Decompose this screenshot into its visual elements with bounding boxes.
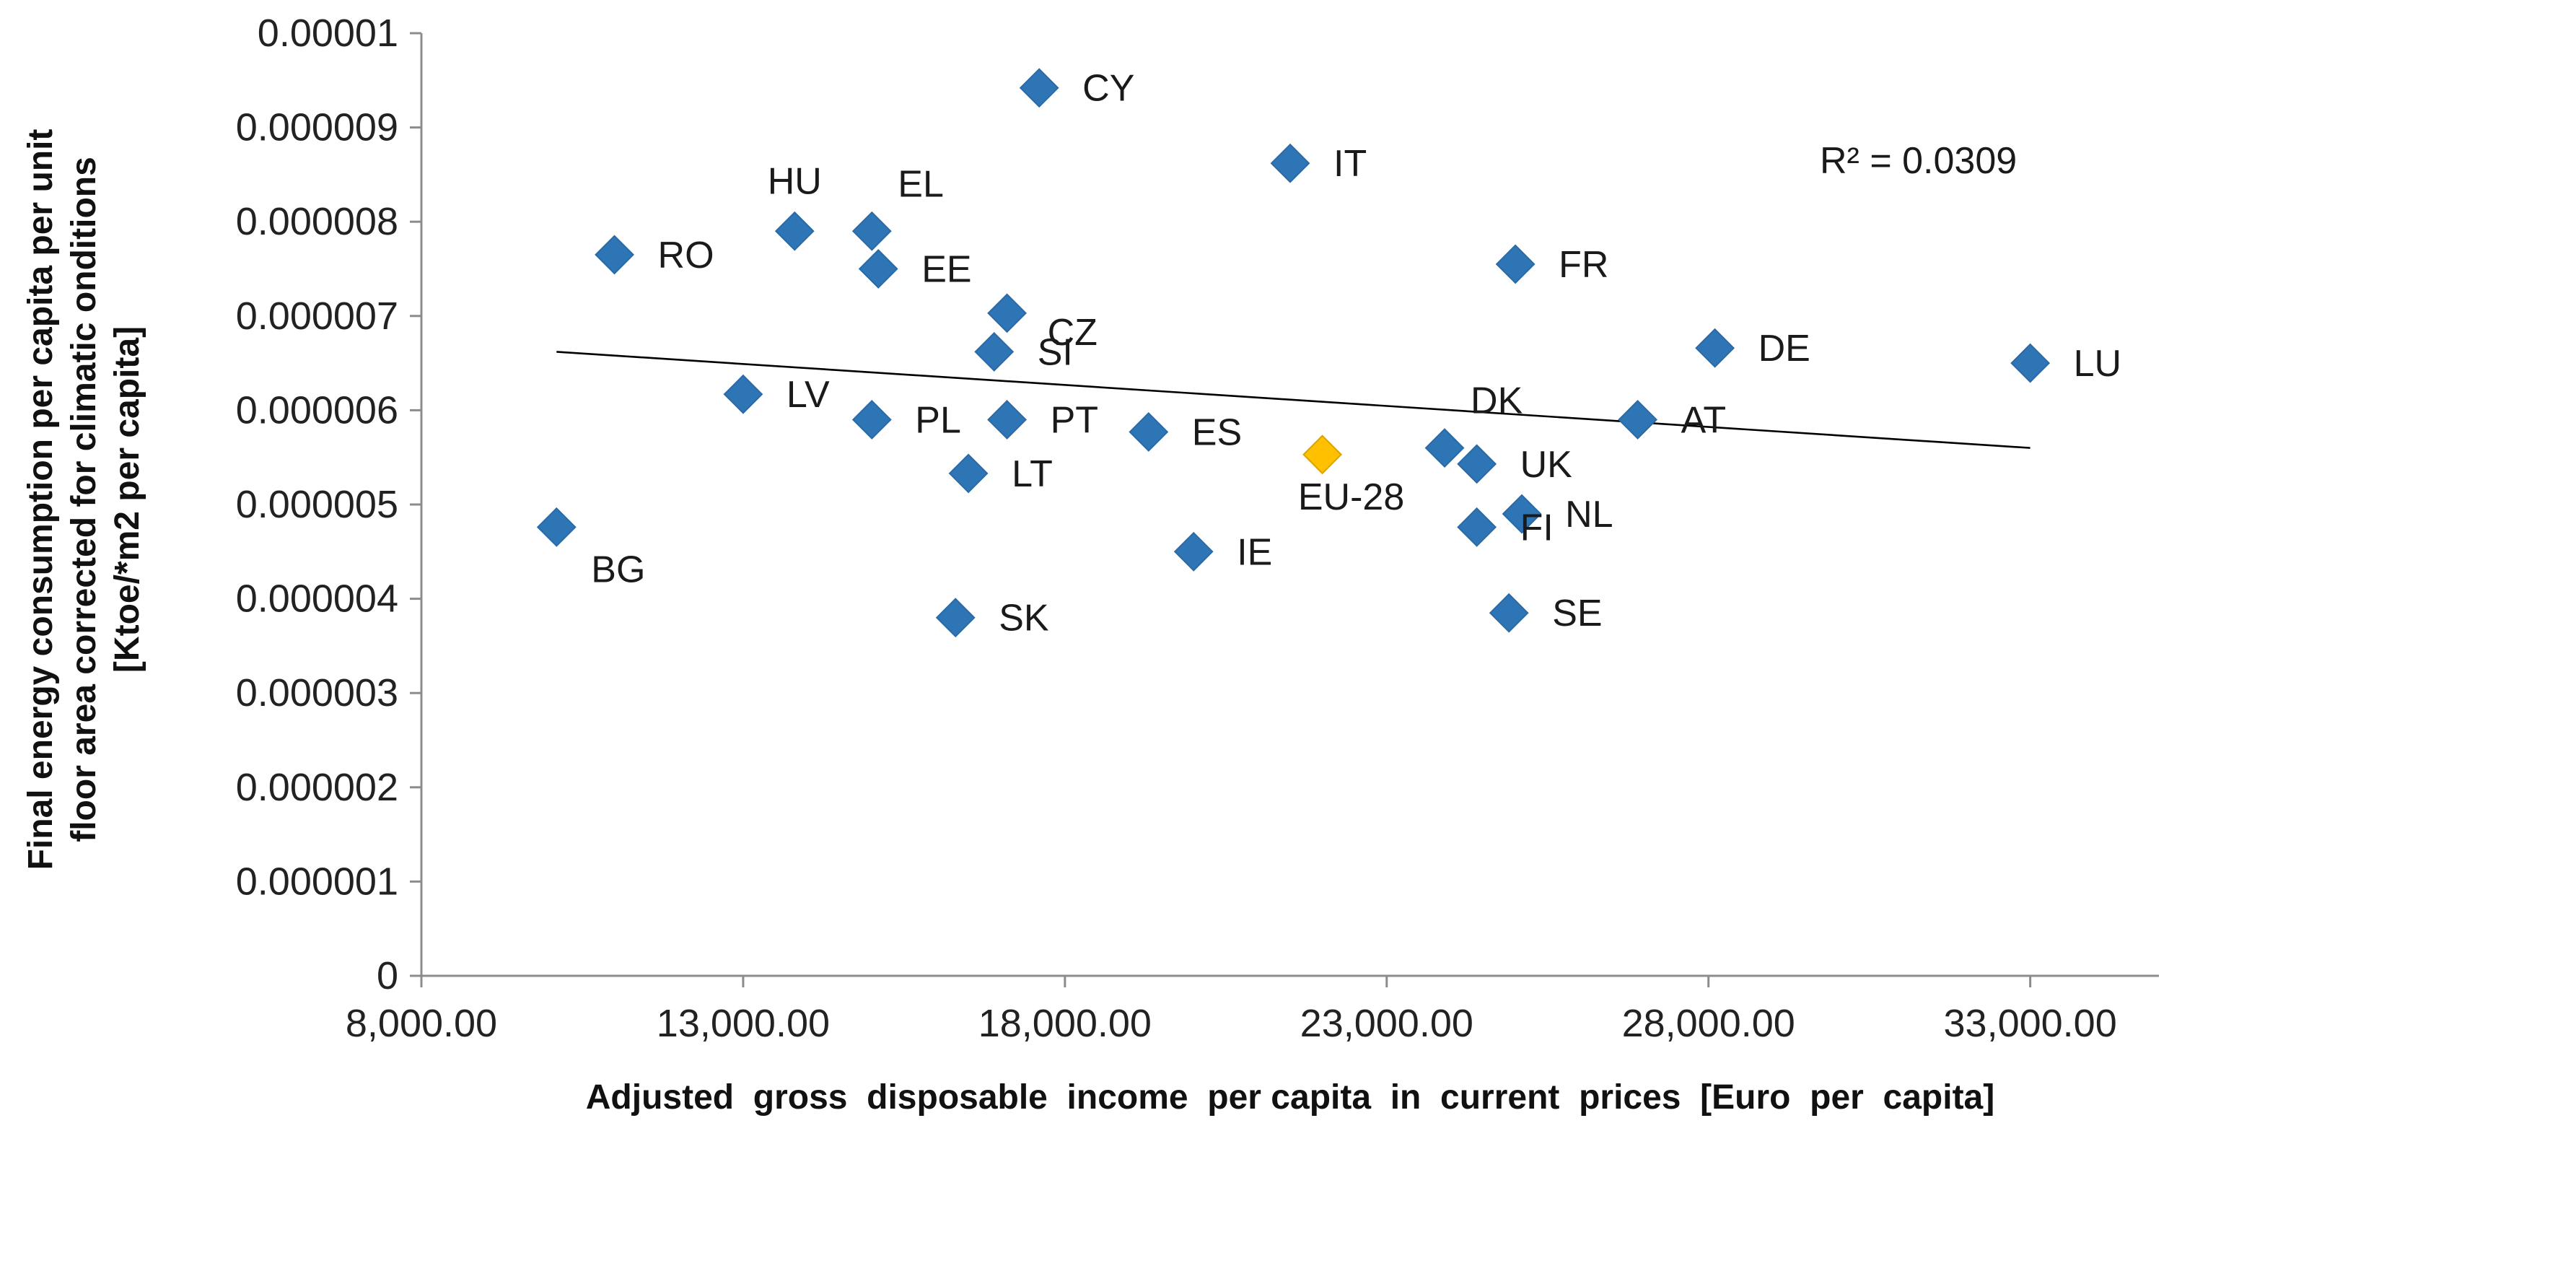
point-label-pt: PT [1051, 399, 1098, 441]
y-tick-label: 0.000008 [236, 200, 398, 243]
data-point-bg [536, 507, 577, 547]
trend-line [556, 351, 2030, 449]
y-tick-label: 0.000004 [236, 577, 398, 621]
data-point-pt [987, 400, 1028, 440]
point-label-fi: FI [1520, 507, 1554, 549]
point-label-ee: EE [921, 249, 971, 291]
point-label-dk: DK [1471, 380, 1523, 422]
data-points [536, 68, 2051, 638]
point-label-de: DE [1758, 328, 1810, 370]
point-label-si: SI [1038, 331, 1073, 373]
data-point-it [1270, 143, 1310, 183]
x-tick-label: 8,000.00 [346, 1002, 497, 1045]
y-tick-label: 0.000007 [236, 294, 398, 338]
point-label-eu-28: EU-28 [1298, 476, 1404, 518]
data-point-fr [1495, 244, 1535, 284]
point-label-es: ES [1192, 411, 1242, 453]
point-label-uk: UK [1520, 444, 1573, 486]
data-point-at [1618, 400, 1658, 440]
y-axis-title: Final energy consumption per capita per … [22, 129, 146, 870]
y-tick-label: 0.000006 [236, 388, 398, 432]
point-label-lv: LV [787, 374, 830, 416]
data-point-dk [1424, 428, 1465, 468]
data-point-si [974, 332, 1015, 372]
point-label-at: AT [1681, 399, 1727, 441]
x-axis-title: Adjusted gross disposable income per cap… [586, 1078, 1994, 1117]
data-point-lt [948, 453, 989, 494]
point-label-bg: BG [591, 549, 645, 590]
point-label-it: IT [1333, 143, 1367, 185]
point-label-se: SE [1552, 593, 1602, 634]
x-tick-label: 28,000.00 [1622, 1002, 1795, 1045]
y-tick-label: 0.000001 [236, 860, 398, 903]
point-label-pl: PL [915, 399, 961, 441]
data-point-de [1695, 328, 1735, 368]
data-point-uk [1457, 444, 1497, 484]
data-point-el [851, 211, 892, 251]
y-axis-title-line: [Ktoe/*m2 per capita] [108, 326, 146, 673]
y-tick-label: 0.000003 [236, 671, 398, 715]
x-tick-label: 23,000.00 [1300, 1002, 1473, 1045]
point-label-nl: NL [1565, 494, 1613, 536]
data-point-nl [1502, 494, 1542, 534]
data-point-ee [858, 249, 898, 289]
y-axis-ticks: 0 0.000001 0.000002 0.000003 0.000004 0.00000… [236, 12, 421, 997]
data-point-ro [595, 235, 634, 275]
point-label-hu: HU [768, 160, 822, 202]
data-point-ie [1173, 531, 1214, 572]
y-axis-title-line: floor area corrected for climatic onditi… [65, 157, 103, 842]
data-point-es [1129, 412, 1169, 452]
x-tick-label: 13,000.00 [657, 1002, 830, 1045]
data-point-fi [1457, 507, 1497, 547]
y-axis-title-line: Final energy consumption per capita per … [22, 129, 60, 870]
x-tick-label: 33,000.00 [1944, 1002, 2117, 1045]
point-label-fr: FR [1559, 244, 1608, 286]
data-point-lv [723, 374, 763, 414]
x-tick-label: 18,000.00 [978, 1002, 1152, 1045]
point-label-el: EL [898, 163, 944, 205]
point-label-sk: SK [999, 598, 1049, 639]
point-label-ro: RO [658, 235, 714, 276]
data-point-se [1489, 593, 1529, 633]
data-point-cy [1019, 68, 1059, 108]
data-point-eu-28 [1302, 434, 1343, 475]
x-axis-ticks: 8,000.00 13,000.00 18,000.00 23,000.00 28,00… [346, 976, 2117, 1045]
data-point-cz [987, 293, 1028, 333]
point-label-ie: IE [1237, 531, 1272, 573]
data-point-sk [935, 598, 976, 638]
point-label-cy: CY [1082, 68, 1134, 110]
y-tick-label: 0 [377, 954, 398, 997]
y-tick-label: 0.000009 [236, 106, 398, 149]
point-label-cz: CZ [1048, 312, 1098, 354]
y-tick-label: 0.000005 [236, 483, 398, 526]
y-tick-label: 0.00001 [258, 12, 398, 55]
data-point-lu [2010, 343, 2051, 383]
point-label-lt: LT [1012, 453, 1053, 495]
data-point-hu [774, 211, 815, 251]
data-point-pl [851, 400, 892, 440]
r-squared-label: R² = 0.0309 [1820, 140, 2017, 182]
y-tick-label: 0.000002 [236, 766, 398, 809]
point-label-lu: LU [2074, 343, 2121, 385]
